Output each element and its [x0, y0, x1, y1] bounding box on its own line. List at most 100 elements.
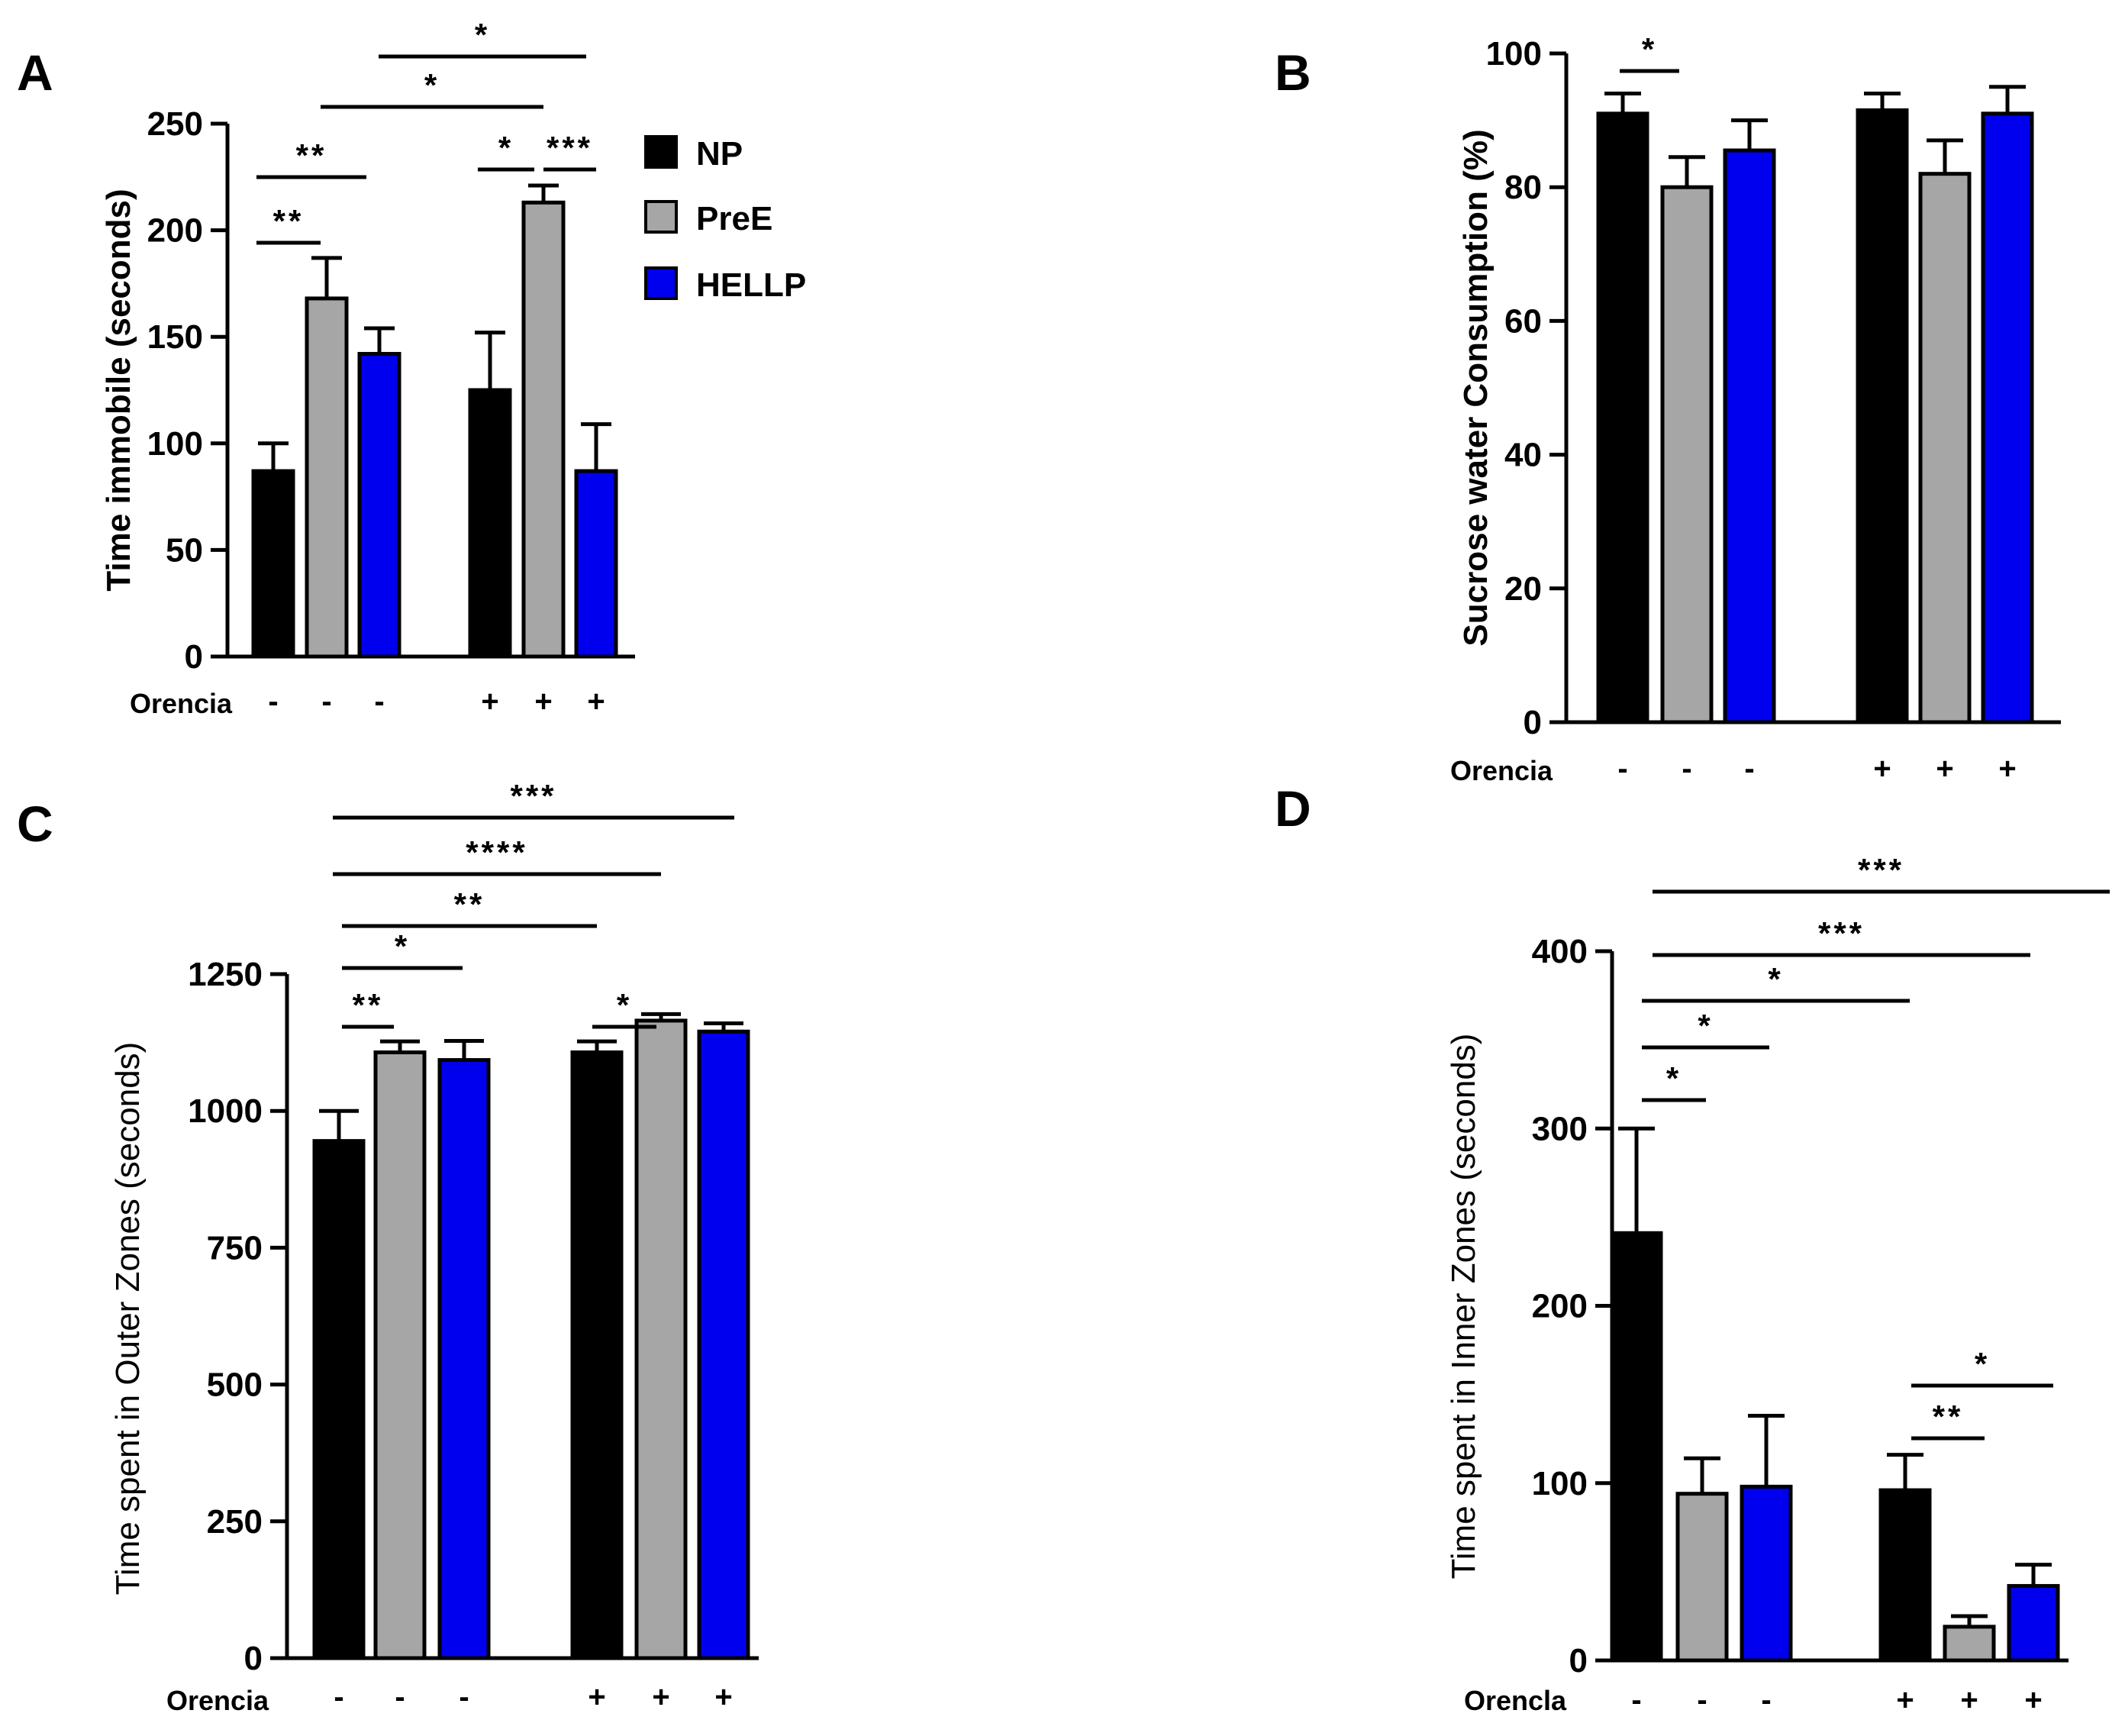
bar-hellp [574, 469, 618, 659]
orencia-sign: + [652, 1680, 669, 1714]
orencia-sign: + [588, 1680, 605, 1714]
bar-np [468, 388, 512, 659]
orencia-sign: + [714, 1680, 732, 1714]
orencia-sign: + [481, 685, 498, 718]
orencia-sign: + [1960, 1683, 1978, 1717]
bar-hellp [357, 352, 401, 659]
y-tick-label: 0 [1524, 704, 1542, 741]
bar-pree [521, 200, 566, 659]
bar-np [1878, 1488, 1932, 1663]
significance-label: * [1642, 31, 1657, 67]
orencia-sign: + [1896, 1683, 1914, 1717]
panel-c: C 0 250 500 750 1000 1250 Time spent in Outer Z… [17, 778, 759, 1716]
orencia-sign: - [1697, 1683, 1707, 1717]
significance-label: ** [296, 137, 327, 173]
bar-pree [1918, 172, 1972, 724]
y-tick-label: 250 [147, 105, 203, 143]
legend-swatch [644, 200, 678, 234]
orencia-sign: + [587, 685, 605, 718]
legend-label: NP [696, 135, 743, 173]
legend: NP PreE HELLP [644, 135, 806, 304]
orencia-sign: + [1873, 752, 1891, 786]
y-tick-label: 60 [1504, 302, 1542, 340]
orencia-sign: + [1998, 752, 2016, 786]
significance-label: **** [466, 834, 527, 870]
y-tick-label: 80 [1504, 169, 1542, 206]
y-tick-label: 0 [244, 1640, 263, 1677]
bar-np [570, 1050, 624, 1660]
bar-np [1610, 1231, 1663, 1663]
y-tick-label: 200 [147, 212, 203, 250]
bar-pree [1943, 1625, 1996, 1663]
y-axis-title: Time spent in Inner Zones (seconds) [1445, 1034, 1482, 1580]
orencia-sign: + [1936, 752, 1953, 786]
panel-letter: B [1275, 44, 1311, 101]
y-tick-label: 40 [1504, 437, 1542, 474]
panel-d: D 0 100 200 300 400 Time spent in Inner Zones … [1275, 780, 2110, 1717]
y-axis-title: Time immobile (seconds) [100, 189, 137, 591]
bar-hellp [1740, 1484, 1793, 1663]
legend-swatch [644, 135, 678, 169]
bar-hellp [1723, 148, 1776, 724]
orencia-sign: - [334, 1680, 343, 1714]
y-tick-label: 250 [207, 1503, 263, 1541]
orencia-sign: - [1761, 1683, 1771, 1717]
significance-label: ** [273, 203, 305, 239]
y-tick-label: 0 [185, 638, 203, 676]
significance-label: * [1975, 1346, 1990, 1382]
significance-label: * [1768, 961, 1783, 997]
panel-a: A 0 50 100 150 200 250 Time immobile (seconds) O… [17, 17, 635, 719]
bar-pree [305, 296, 349, 659]
orencia-sign: - [1617, 752, 1627, 786]
y-tick-label: 500 [207, 1367, 263, 1404]
significance-label: * [617, 987, 632, 1023]
y-tick-label: 750 [207, 1229, 263, 1267]
panel-b: B 0 20 40 60 80 100 Sucrose water Consumption (… [1275, 31, 2061, 786]
significance-label: *** [1858, 852, 1904, 888]
y-tick-label: 100 [1532, 1465, 1588, 1502]
bar-hellp [437, 1058, 491, 1660]
y-axis-title: Time spent in Outer Zones (seconds) [109, 1042, 147, 1596]
significance-label: ** [454, 886, 485, 922]
significance-label: * [424, 67, 440, 103]
orencia-sign: - [1744, 752, 1754, 786]
significance-label: * [475, 17, 490, 53]
bar-np [251, 469, 295, 659]
significance-label: *** [510, 778, 556, 814]
orencia-sign: - [374, 685, 384, 718]
significance-label: * [1666, 1060, 1682, 1096]
y-tick-label: 200 [1532, 1288, 1588, 1325]
orencia-sign: - [321, 685, 331, 718]
y-tick-label: 1250 [188, 956, 263, 993]
legend-swatch [644, 266, 678, 300]
y-tick-label: 150 [147, 318, 203, 356]
orencia-sign: - [268, 685, 278, 718]
orencia-sign: - [1682, 752, 1691, 786]
orencia-label: Orencia [1450, 755, 1553, 786]
orencia-sign: - [1631, 1683, 1641, 1717]
bar-np [1596, 111, 1649, 724]
significance-label: ** [353, 987, 384, 1023]
significance-label: *** [547, 130, 593, 166]
bar-hellp [1981, 111, 2034, 724]
orencia-sign: - [459, 1680, 469, 1714]
bar-np [312, 1139, 366, 1660]
orencia-label: Orencia [166, 1685, 269, 1716]
orencia-label: Orencla [1464, 1685, 1567, 1716]
bar-hellp [2007, 1583, 2060, 1663]
bar-np [1856, 108, 1909, 724]
significance-label: * [1698, 1008, 1713, 1044]
orencia-sign: + [534, 685, 552, 718]
bar-pree [1675, 1492, 1729, 1663]
panel-letter: D [1275, 780, 1311, 837]
y-tick-label: 400 [1532, 933, 1588, 970]
significance-label: ** [1933, 1399, 1964, 1434]
panel-letter: C [17, 795, 53, 852]
panel-letter: A [17, 44, 53, 101]
y-tick-label: 0 [1569, 1642, 1588, 1680]
y-tick-label: 100 [1486, 35, 1542, 73]
y-tick-label: 20 [1504, 570, 1542, 608]
significance-label: * [395, 928, 410, 964]
significance-label: * [498, 130, 514, 166]
